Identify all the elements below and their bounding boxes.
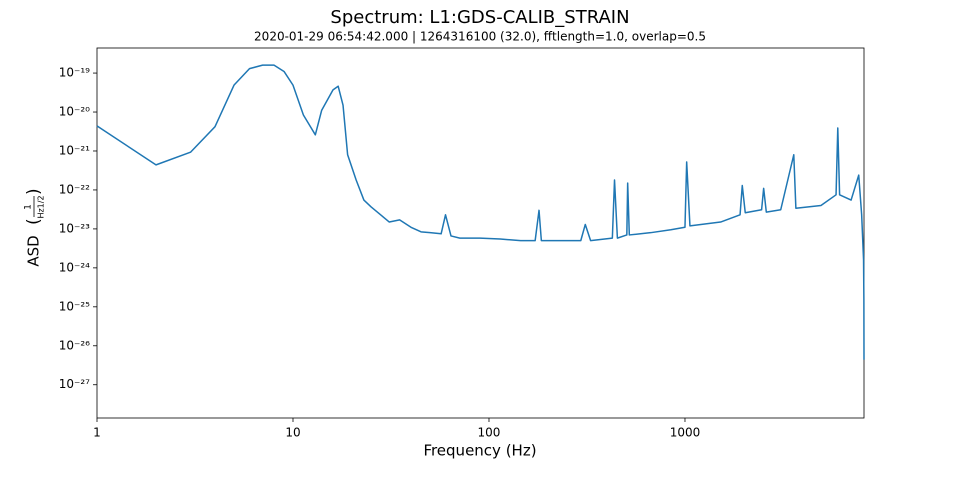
paren: ): [24, 188, 44, 195]
paren: (: [24, 218, 44, 225]
plot-frame: [96, 47, 865, 419]
y-tick-label: 10⁻¹⁹: [59, 66, 90, 80]
y-tick-label: 10⁻²⁵: [59, 299, 90, 313]
x-axis-label: Frequency (Hz): [423, 442, 536, 460]
x-tick-label: 1000: [670, 426, 701, 440]
y-tick-label: 10⁻²²: [59, 182, 90, 196]
chart-title: Spectrum: L1:GDS-CALIB_STRAIN: [330, 7, 629, 28]
x-tick-label: 100: [478, 426, 501, 440]
y-axis-label: ASD ( 1 Hz1/2 ): [24, 188, 46, 266]
y-label-denominator: Hz1/2: [37, 195, 46, 218]
y-tick-label: 10⁻²³: [59, 221, 90, 235]
chart-subtitle: 2020-01-29 06:54:42.000 | 1264316100 (32…: [254, 30, 706, 44]
x-tick-label: 10: [285, 426, 300, 440]
y-tick-label: 10⁻²⁷: [59, 377, 90, 391]
y-tick-label: 10⁻²⁰: [59, 105, 90, 119]
spectrum-line: [96, 64, 865, 360]
y-tick-label: 10⁻²¹: [59, 143, 90, 157]
y-label-numerator: 1: [24, 204, 34, 210]
y-tick-label: 10⁻²⁴: [59, 260, 90, 274]
y-tick-label: 10⁻²⁶: [59, 338, 90, 352]
y-label-text: ASD: [25, 235, 43, 266]
x-tick-label: 1: [93, 426, 101, 440]
